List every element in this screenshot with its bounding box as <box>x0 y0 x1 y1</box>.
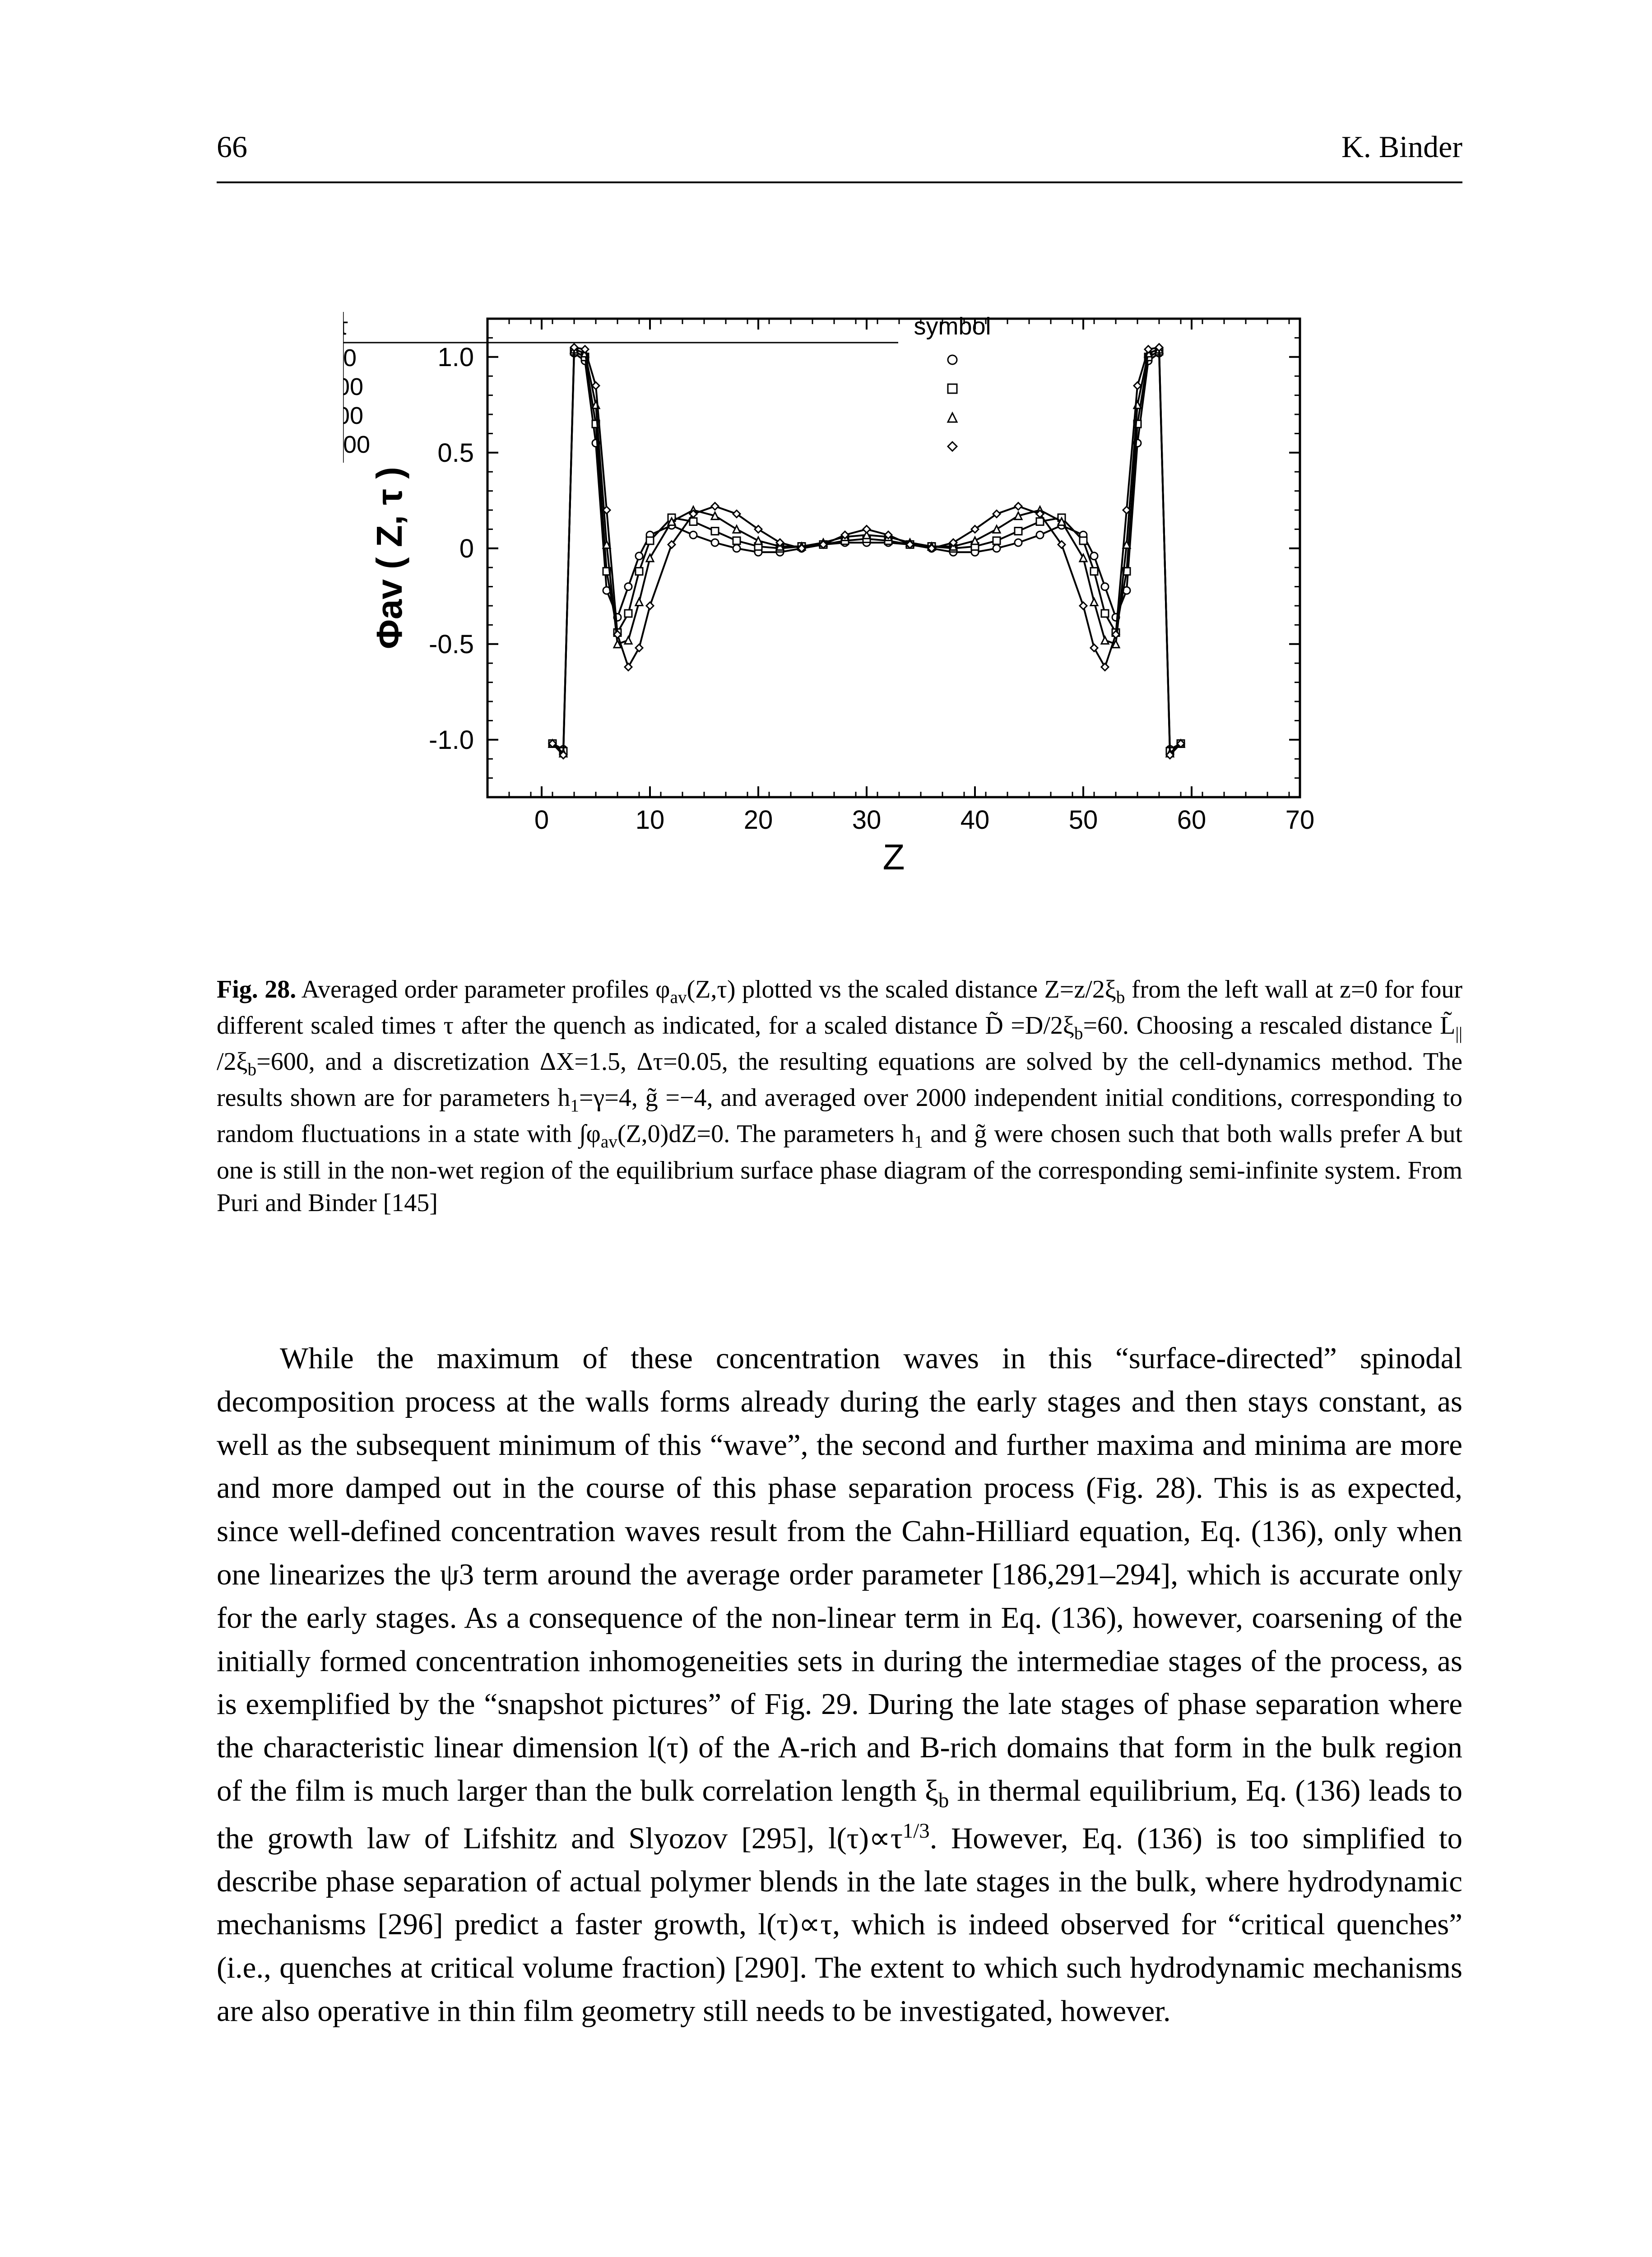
caption-label: Fig. 28. <box>217 975 296 1003</box>
figure-svg: 0 10 20 30 40 50 60 70 -1.0 -0.5 0 0.5 1.0 Z Φav ( Z, … <box>343 265 1336 919</box>
svg-text:10: 10 <box>636 805 665 835</box>
svg-text:50: 50 <box>1069 805 1098 835</box>
figure-28: 0 10 20 30 40 50 60 70 -1.0 -0.5 0 0.5 1.0 Z Φav ( Z, … <box>343 265 1336 919</box>
svg-text:50: 50 <box>343 344 357 372</box>
svg-text:Φav ( Z, τ ): Φav ( Z, τ ) <box>369 467 409 649</box>
svg-text:0.5: 0.5 <box>437 438 474 468</box>
svg-text:100: 100 <box>343 373 363 400</box>
body-paragraph: While the maximum of these concentration… <box>217 1337 1462 2033</box>
svg-text:-0.5: -0.5 <box>429 630 474 659</box>
svg-text:0: 0 <box>459 534 474 563</box>
svg-text:60: 60 <box>1177 805 1207 835</box>
svg-text:τ: τ <box>343 313 348 340</box>
svg-text:0: 0 <box>534 805 549 835</box>
svg-text:Z: Z <box>883 837 905 877</box>
svg-text:symbol: symbol <box>914 313 991 340</box>
main-text: While the maximum of these concentration… <box>217 1337 1462 2033</box>
header-author: K. Binder <box>1341 126 1462 168</box>
caption-body: Averaged order parameter profiles φav(Z,… <box>217 975 1462 1217</box>
page-number: 66 <box>217 126 247 168</box>
svg-text:30: 30 <box>852 805 882 835</box>
page: 66 K. Binder 0 10 20 30 40 50 60 70 -1.0 -0.5 0 0.5… <box>0 0 1652 2257</box>
svg-text:70: 70 <box>1285 805 1315 835</box>
svg-text:-1.0: -1.0 <box>429 725 474 755</box>
running-header: 66 K. Binder <box>217 126 1462 183</box>
svg-text:40: 40 <box>961 805 990 835</box>
figure-caption: Fig. 28. Averaged order parameter profil… <box>217 973 1462 1220</box>
svg-text:4000: 4000 <box>343 431 370 458</box>
svg-text:500: 500 <box>343 402 363 429</box>
svg-text:1.0: 1.0 <box>437 343 474 372</box>
svg-text:20: 20 <box>744 805 773 835</box>
